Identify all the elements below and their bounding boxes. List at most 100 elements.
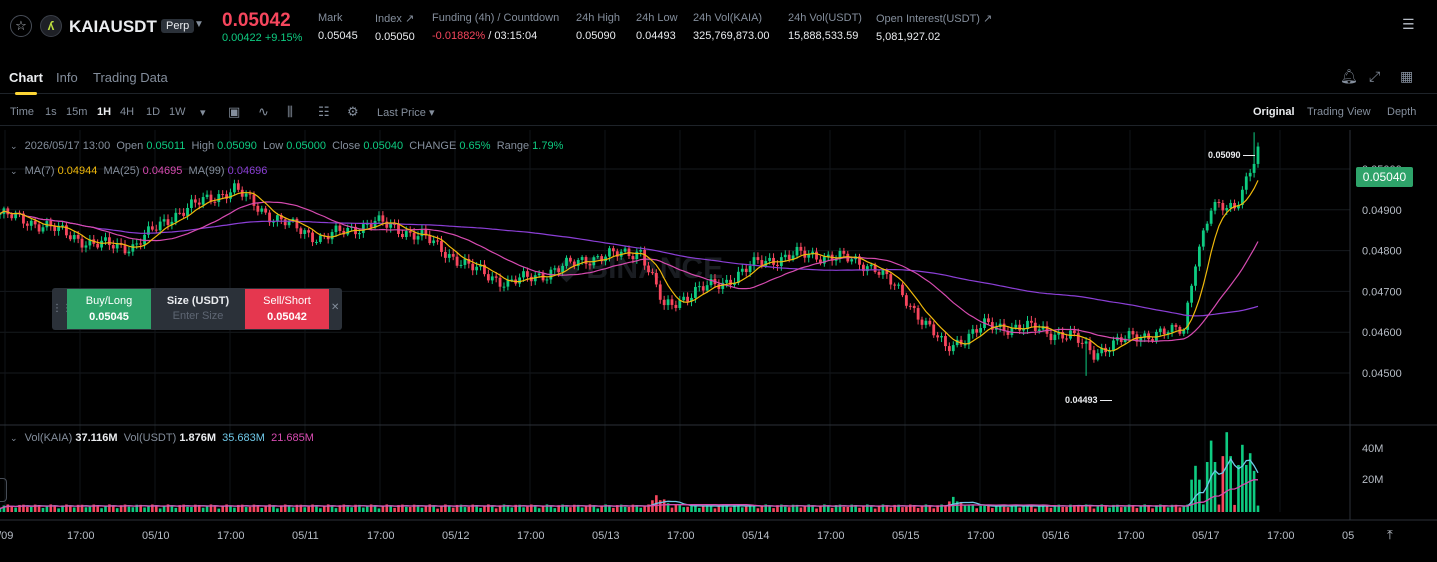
candle-body [264,208,268,213]
volume-bar [740,507,744,512]
volume-bar [22,504,25,512]
candle-body [1010,327,1014,335]
candle-body [944,336,947,347]
interval-15m[interactable]: 15m [66,106,88,118]
volume-bar [916,508,920,512]
stat-24h-low: 24h Low 0.04493 [636,12,678,42]
volume-bar [850,504,853,512]
favorite-star-icon[interactable]: ☆ [10,15,32,37]
candle-body [748,265,752,273]
candle-body [947,346,951,352]
candle-body [213,201,217,203]
interval-1s[interactable]: 1s [45,106,57,118]
volume-bar [428,504,432,512]
candle-body [100,240,103,248]
volume-bar [506,506,510,512]
price-tick-label: 0.04800 [1362,246,1402,258]
candle-type-icon[interactable]: ⫼ [287,104,293,119]
candle-body [897,284,900,286]
scroll-to-latest-icon[interactable]: ⤒ [1387,527,1393,542]
volume-bar [444,504,447,512]
time-tick-label: 17:00 [67,530,95,542]
volume-bar [100,508,103,512]
indicator-icon[interactable]: ∿ [258,104,269,119]
interval-more-chevron-down-icon[interactable]: ▾ [200,107,206,119]
volume-bar [1127,504,1131,512]
candle-body [471,263,475,271]
stat-mark: Mark 0.05045 [318,12,358,42]
size-input[interactable] [156,310,240,322]
volume-bar [205,506,209,512]
calendar-icon[interactable]: ▣ [228,104,241,119]
volume-bar [963,504,967,512]
side-panel-handle[interactable] [0,478,7,502]
candle-body [1209,210,1213,224]
view-trading-view[interactable]: Trading View [1307,106,1371,118]
volume-bar [1135,508,1139,512]
volume-bar [354,504,357,512]
volume-bar [1069,504,1072,512]
stat-index[interactable]: Index ↗ 0.05050 [375,13,415,43]
volume-bar [901,507,904,512]
candle-body [1182,329,1186,334]
volume-bar [549,505,553,512]
volume-bar [807,504,811,512]
tab-trading-data[interactable]: Trading Data [93,70,168,85]
volume-bar [479,507,482,512]
tab-info[interactable]: Info [56,70,78,85]
buy-long-button[interactable]: Buy/Long 0.05045 [67,289,151,329]
view-original[interactable]: Original [1253,106,1295,118]
volume-bar [530,504,533,512]
view-depth[interactable]: Depth [1387,106,1417,118]
volume-bar [1002,506,1006,512]
interval-4h[interactable]: 4H [120,106,135,118]
gear-icon[interactable]: ⚙ [347,104,359,119]
interval-1h[interactable]: 1H [97,106,112,118]
symbol-name[interactable]: KAIAUSDT [69,17,157,36]
candle-body [1096,353,1100,360]
candle-body [787,254,791,260]
volume-bar [1100,504,1104,512]
volume-bar [631,504,635,512]
candle-body [1197,246,1201,267]
volume-bar [576,504,580,512]
legend-collapse-chevron-icon[interactable]: ⌄ [10,141,18,151]
candle-body [467,258,471,264]
candle-body [10,214,14,219]
close-icon[interactable]: ✕ [331,302,340,313]
ma-collapse-chevron-icon[interactable]: ⌄ [10,166,18,176]
volume-bar [537,508,541,512]
sell-short-button[interactable]: Sell/Short 0.05042 [245,289,329,329]
volume-bar [186,506,189,512]
candle-body [776,264,779,267]
candle-body [819,259,822,264]
symbol-dropdown-chevron-down-icon[interactable]: ▼ [194,19,204,30]
settings-list-icon[interactable]: ☷ [318,104,330,119]
volume-bar [459,504,463,512]
drag-handle-icon[interactable]: ⋮⋮ [52,303,72,314]
candle-body [14,212,18,219]
volume-bar [389,506,392,512]
interval-1d[interactable]: 1D [146,106,161,118]
price-type-select[interactable]: Last Price ▾ [377,107,435,119]
candle-body [225,194,228,199]
interval-1w[interactable]: 1W [169,106,186,118]
candle-body [61,225,64,227]
candlestick-chart[interactable]: 0.050000.049000.048000.047000.046000.045… [0,130,1437,562]
more-menu-icon[interactable]: ☰ [1402,16,1415,32]
volume-bar [545,504,549,512]
volume-bar [815,508,818,512]
candle-body [1174,324,1178,327]
volume-bar [221,505,224,512]
tab-chart[interactable]: Chart [9,70,43,95]
stat-open-interest[interactable]: Open Interest(USDT) ↗ 5,081,927.02 [876,13,993,43]
volume-bar [287,506,291,512]
bell-icon[interactable]: 🔔︎ [1340,68,1358,84]
volume-bar [776,505,779,512]
candle-body [1061,331,1065,339]
candle-body [686,296,690,302]
volume-bar [455,504,459,512]
fullscreen-icon[interactable]: ⤢ [1369,68,1381,84]
layout-grid-icon[interactable]: ▦ [1400,68,1414,84]
volume-collapse-chevron-icon[interactable]: ⌄ [10,433,18,443]
